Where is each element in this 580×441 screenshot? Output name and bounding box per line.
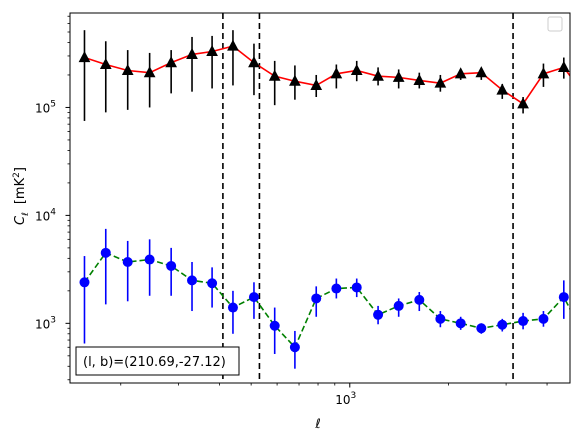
series-1-marker-24 — [557, 60, 570, 72]
series-1-marker-7 — [206, 44, 218, 57]
series-1-marker-17 — [413, 73, 426, 85]
y-axis-label-unit-close: ] — [13, 167, 28, 172]
series-2-marker-19 — [455, 318, 466, 329]
series-2-marker-18 — [435, 313, 446, 324]
series-2-marker-24 — [558, 292, 569, 303]
series-1-marker-3 — [121, 63, 134, 76]
y-axis-label-sub: ℓ — [21, 212, 31, 217]
annotation-text: (l, b)=(210.69,-27.12) — [83, 355, 226, 370]
legend-box — [547, 16, 563, 32]
coordinate-annotation: (l, b)=(210.69,-27.12) — [75, 346, 240, 376]
annotation-box — [75, 346, 240, 376]
series-2-marker-15 — [373, 309, 384, 320]
series-1-marker-14 — [350, 63, 363, 76]
series-1-marker-4 — [143, 66, 156, 78]
series-2-marker-6 — [187, 275, 198, 286]
y-tick-label-3: 105 — [35, 99, 56, 115]
series-1-marker-6 — [186, 47, 198, 59]
y-axis-label: Cℓ [mK2] — [12, 167, 31, 225]
data-layer — [78, 13, 570, 383]
series-1-marker-20 — [475, 66, 488, 78]
series-1-marker-22 — [517, 97, 529, 109]
series-1-marker-23 — [537, 67, 550, 79]
series-2-marker-13 — [331, 283, 342, 294]
series-1-marker-19 — [454, 67, 467, 79]
series-2-marker-8 — [227, 302, 238, 313]
series-2-marker-23 — [538, 313, 549, 324]
series-2-marker-3 — [122, 256, 133, 267]
series-1-marker-15 — [372, 69, 384, 81]
series-2-marker-21 — [497, 319, 508, 330]
plot-area — [78, 13, 570, 383]
series-1-marker-10 — [268, 69, 281, 81]
series-1-marker-13 — [330, 67, 343, 79]
series-2-marker-1 — [79, 277, 90, 288]
series-1-marker-8 — [227, 39, 239, 51]
series-2-marker-7 — [207, 278, 218, 289]
series-2-marker-4 — [144, 254, 155, 265]
series-2-marker-2 — [100, 247, 111, 258]
series-1-marker-5 — [165, 56, 178, 68]
x-axis-label: ℓ — [314, 417, 320, 432]
y-axis-label-unit-sup: 2 — [12, 172, 22, 178]
series-2-marker-11 — [289, 342, 300, 353]
series-2-marker-22 — [518, 316, 529, 327]
ticks: 103 103 104 105 — [35, 15, 548, 407]
series-1-marker-12 — [310, 78, 323, 90]
series-1-marker-16 — [392, 70, 405, 82]
y-tick-label-1: 103 — [35, 315, 56, 331]
series-1-marker-2 — [99, 57, 112, 70]
x-tick-label-1: 103 — [335, 391, 356, 407]
series-2-marker-12 — [311, 293, 322, 304]
series-2-marker-5 — [166, 260, 177, 271]
series-2-marker-14 — [351, 282, 362, 293]
y-axis-label-unit: [mK — [13, 177, 28, 204]
axes-frame — [69, 12, 571, 384]
series-1-marker-11 — [289, 74, 301, 86]
series-2-marker-9 — [248, 292, 259, 303]
series-2-marker-10 — [269, 320, 280, 331]
series-2-marker-17 — [414, 294, 425, 305]
y-tick-label-2: 104 — [35, 207, 56, 223]
series-1-marker-1 — [78, 51, 91, 63]
series-1 — [78, 30, 570, 121]
series-1-marker-18 — [434, 76, 447, 88]
series-1-marker-9 — [248, 56, 260, 68]
series-2 — [79, 228, 570, 369]
series-2-marker-16 — [393, 300, 404, 311]
series-1-marker-21 — [496, 83, 509, 95]
series-2-marker-20 — [476, 323, 487, 334]
y-axis-label-main: C — [13, 215, 28, 225]
